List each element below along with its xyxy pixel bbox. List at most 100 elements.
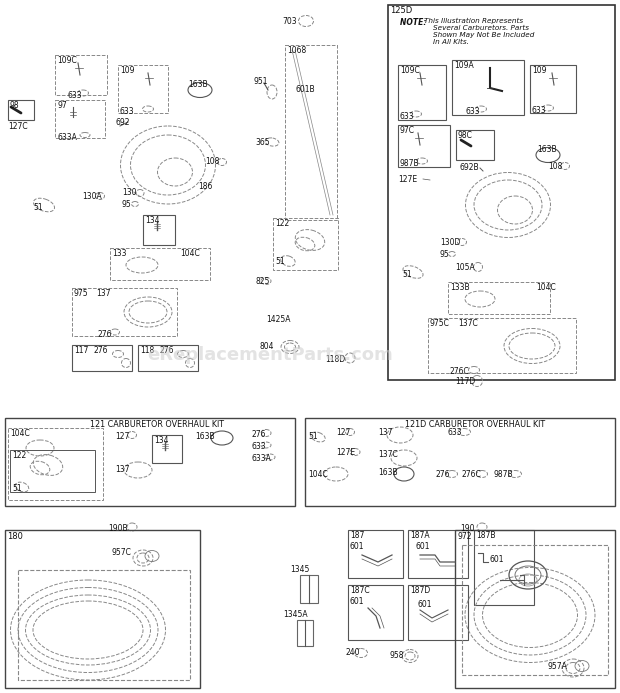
Text: 98: 98 xyxy=(10,101,20,110)
Bar xyxy=(18,570,190,680)
Text: 51: 51 xyxy=(402,270,412,279)
Text: 825: 825 xyxy=(255,277,269,286)
Text: 1425A: 1425A xyxy=(266,315,291,324)
Text: 105A: 105A xyxy=(455,263,475,272)
Bar xyxy=(388,5,615,380)
Text: 240: 240 xyxy=(346,648,360,657)
Text: 104C: 104C xyxy=(536,283,556,292)
Text: 109: 109 xyxy=(120,66,135,75)
Text: This Illustration Represents
    Several Carburetors. Parts
    Shown May Not Be: This Illustration Represents Several Car… xyxy=(424,18,534,45)
Text: 51: 51 xyxy=(12,484,22,493)
Text: 163B: 163B xyxy=(378,468,397,477)
Text: 134: 134 xyxy=(154,436,169,445)
Text: 1068: 1068 xyxy=(287,46,306,55)
Text: 187: 187 xyxy=(350,531,365,540)
Bar xyxy=(138,345,198,371)
Text: eReplacementParts.com: eReplacementParts.com xyxy=(147,346,393,364)
Text: 957A: 957A xyxy=(548,662,568,671)
Text: 276: 276 xyxy=(435,470,449,479)
Text: 97: 97 xyxy=(57,101,67,110)
Text: 130: 130 xyxy=(122,188,136,197)
Bar xyxy=(273,218,338,270)
Text: 117D: 117D xyxy=(455,377,476,386)
Bar xyxy=(8,100,34,120)
Bar xyxy=(462,545,608,675)
Text: 365: 365 xyxy=(255,138,270,147)
Text: 601: 601 xyxy=(350,597,365,606)
Bar xyxy=(398,125,450,167)
Text: NOTE:: NOTE: xyxy=(400,18,429,27)
Bar xyxy=(398,65,446,120)
Text: 118D: 118D xyxy=(325,355,345,364)
Text: 51: 51 xyxy=(308,432,317,441)
Bar xyxy=(530,65,576,113)
Text: 975: 975 xyxy=(74,289,89,298)
Text: 692B: 692B xyxy=(460,163,480,172)
Text: 187A: 187A xyxy=(410,531,430,540)
Text: 133: 133 xyxy=(112,249,126,258)
Text: 633: 633 xyxy=(448,428,463,437)
Text: 133B: 133B xyxy=(450,283,469,292)
Text: 95: 95 xyxy=(440,250,450,259)
Bar xyxy=(10,450,95,492)
Bar xyxy=(474,530,534,605)
Text: 987B: 987B xyxy=(400,159,420,168)
Bar xyxy=(348,530,403,578)
Text: 276: 276 xyxy=(160,346,174,355)
Text: 130A: 130A xyxy=(82,192,102,201)
Text: 137: 137 xyxy=(378,428,392,437)
Text: 127: 127 xyxy=(115,432,130,441)
Bar xyxy=(408,585,468,640)
Text: 127E: 127E xyxy=(336,448,355,457)
Text: 958: 958 xyxy=(390,651,404,660)
Text: 633: 633 xyxy=(532,106,547,115)
Text: 276: 276 xyxy=(94,346,108,355)
Bar xyxy=(456,130,494,160)
Text: 118: 118 xyxy=(140,346,154,355)
Text: 601B: 601B xyxy=(295,85,314,94)
Bar xyxy=(152,435,182,463)
Bar xyxy=(72,345,132,371)
Text: 692: 692 xyxy=(115,118,130,127)
Text: 1345A: 1345A xyxy=(283,610,308,619)
Text: 104C: 104C xyxy=(308,470,328,479)
Text: 633A: 633A xyxy=(252,454,272,463)
Text: 51: 51 xyxy=(275,257,285,266)
Text: 109A: 109A xyxy=(454,61,474,70)
Bar xyxy=(143,215,175,245)
Text: 601: 601 xyxy=(415,542,430,551)
Bar xyxy=(452,60,524,115)
Text: 1345: 1345 xyxy=(290,565,309,574)
Text: 51: 51 xyxy=(33,203,43,212)
Text: 109C: 109C xyxy=(57,56,77,65)
Text: 987B: 987B xyxy=(494,470,513,479)
Text: 187C: 187C xyxy=(350,586,370,595)
Bar xyxy=(55,55,107,95)
Text: 276C: 276C xyxy=(462,470,482,479)
Text: 98C: 98C xyxy=(458,131,473,140)
Text: 134: 134 xyxy=(145,216,159,225)
Text: 276: 276 xyxy=(98,330,112,339)
Text: 972: 972 xyxy=(457,532,471,541)
Text: 109: 109 xyxy=(532,66,546,75)
Text: 137: 137 xyxy=(96,289,110,298)
Text: 137C: 137C xyxy=(378,450,398,459)
Text: 190: 190 xyxy=(460,524,474,533)
Text: 121D CARBURETOR OVERHAUL KIT: 121D CARBURETOR OVERHAUL KIT xyxy=(405,420,545,429)
Text: 137: 137 xyxy=(115,465,130,474)
Text: 180: 180 xyxy=(7,532,23,541)
Text: 975C: 975C xyxy=(430,319,450,328)
Bar xyxy=(297,620,313,646)
Text: 633A: 633A xyxy=(57,133,77,142)
Text: 601: 601 xyxy=(350,542,365,551)
Text: 190B: 190B xyxy=(108,524,128,533)
Bar xyxy=(5,418,295,506)
Text: 127C: 127C xyxy=(8,122,28,131)
Text: 633: 633 xyxy=(252,442,267,451)
Bar xyxy=(448,282,550,314)
Text: 95: 95 xyxy=(122,200,131,209)
Text: 633: 633 xyxy=(466,107,480,116)
Text: 122: 122 xyxy=(275,219,290,228)
Text: 117: 117 xyxy=(74,346,89,355)
Text: 109C: 109C xyxy=(400,66,420,75)
